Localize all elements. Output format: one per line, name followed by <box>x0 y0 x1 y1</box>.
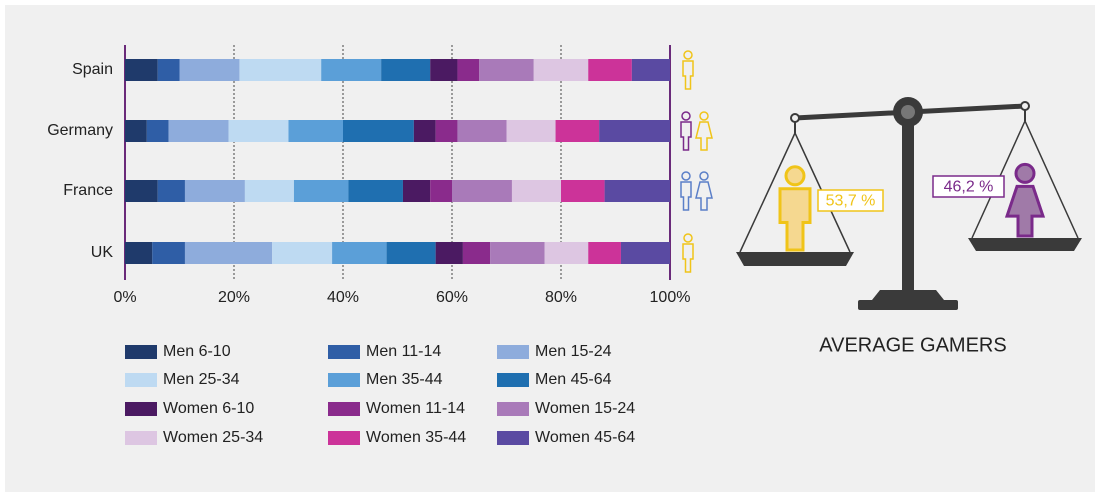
legend-swatch <box>125 431 157 445</box>
x-tick-label: 80% <box>545 289 577 306</box>
legend-swatch <box>328 431 360 445</box>
value-label-box <box>817 189 884 212</box>
legend-label: Women 11-14 <box>366 400 465 417</box>
legend-swatch <box>497 402 529 416</box>
bar-segment <box>588 59 632 81</box>
bar-segment <box>125 242 153 264</box>
bar-segment <box>157 59 180 81</box>
bar-segment <box>184 242 273 264</box>
bar-segment <box>430 180 452 202</box>
legend-label: Men 25-34 <box>163 371 240 388</box>
category-label: France <box>63 182 113 199</box>
bar-segment <box>239 59 322 81</box>
bar-segment <box>146 120 169 142</box>
legend-swatch <box>328 345 360 359</box>
bar-segment <box>184 180 245 202</box>
bar-segment <box>430 59 458 81</box>
legend-swatch <box>125 373 157 387</box>
x-tick-label: 100% <box>650 289 691 306</box>
bar-segment <box>293 180 349 202</box>
category-label: Spain <box>72 61 113 78</box>
bar-segment <box>620 242 670 264</box>
legend-label: Women 25-34 <box>163 429 263 446</box>
bar-segment <box>402 180 431 202</box>
category-label: Germany <box>47 122 113 139</box>
x-tick-label: 0% <box>113 289 136 306</box>
legend-label: Men 45-64 <box>535 371 612 388</box>
bar-segment <box>332 242 387 264</box>
bar-segment <box>544 242 589 264</box>
legend-swatch <box>497 373 529 387</box>
gender-figure <box>1004 162 1046 238</box>
legend-swatch <box>328 373 360 387</box>
bar-segment <box>511 180 561 202</box>
x-tick-label: 20% <box>218 289 250 306</box>
bar-segment <box>506 120 556 142</box>
bar-segment <box>125 120 147 142</box>
legend-label: Women 15-24 <box>535 400 635 417</box>
figure-head <box>1014 162 1036 184</box>
legend-label: Women 6-10 <box>163 400 254 417</box>
legend-label: Men 11-14 <box>366 343 441 360</box>
bar-segment <box>244 180 294 202</box>
value-label: 53,7 % <box>826 193 876 210</box>
bar-segment <box>561 180 605 202</box>
bar-segment <box>452 180 512 202</box>
legend-label: Women 45-64 <box>535 429 635 446</box>
bar-segment <box>381 59 431 81</box>
bar-segment <box>413 120 436 142</box>
legend-label: Men 35-44 <box>366 371 443 388</box>
bar-segment <box>457 120 507 142</box>
legend-swatch <box>125 402 157 416</box>
bar-segment <box>462 242 491 264</box>
value-label-box <box>932 175 1005 198</box>
figure-body <box>778 187 812 252</box>
legend-swatch <box>328 402 360 416</box>
bar-segment <box>288 120 343 142</box>
bar-segment <box>321 59 382 81</box>
bar-segment <box>555 120 600 142</box>
bar-segment <box>348 180 403 202</box>
bar-segment <box>125 59 158 81</box>
bar-segment <box>343 120 414 142</box>
legend-label: Men 15-24 <box>535 343 612 360</box>
bar-segment <box>457 59 480 81</box>
bar-segment <box>157 180 185 202</box>
bar-segment <box>435 120 458 142</box>
legend-swatch <box>497 345 529 359</box>
bar-segment <box>228 120 289 142</box>
legend-label: Women 35-44 <box>366 429 466 446</box>
legend-label: Men 6-10 <box>163 343 231 360</box>
bar-segment <box>631 59 670 81</box>
value-label: 46,2 % <box>944 179 994 196</box>
legend-swatch <box>497 431 529 445</box>
gender-figure <box>778 165 812 252</box>
bar-segment <box>599 120 670 142</box>
category-label: UK <box>91 244 114 261</box>
figure-body <box>1004 184 1046 238</box>
bar-segment <box>435 242 463 264</box>
bar-segment <box>588 242 621 264</box>
bar-segment <box>179 59 240 81</box>
bar-segment <box>490 242 545 264</box>
bar-segment <box>604 180 670 202</box>
x-tick-label: 40% <box>327 289 359 306</box>
bar-segment <box>386 242 436 264</box>
figure-head <box>784 165 806 187</box>
bar-segment <box>125 180 158 202</box>
bar-segment <box>272 242 333 264</box>
legend-swatch <box>125 345 157 359</box>
balance-title: AVERAGE GAMERS <box>819 334 1006 356</box>
bar-segment <box>152 242 185 264</box>
bar-segment <box>168 120 229 142</box>
bar-segment <box>479 59 534 81</box>
bar-segment <box>533 59 589 81</box>
x-tick-label: 60% <box>436 289 468 306</box>
